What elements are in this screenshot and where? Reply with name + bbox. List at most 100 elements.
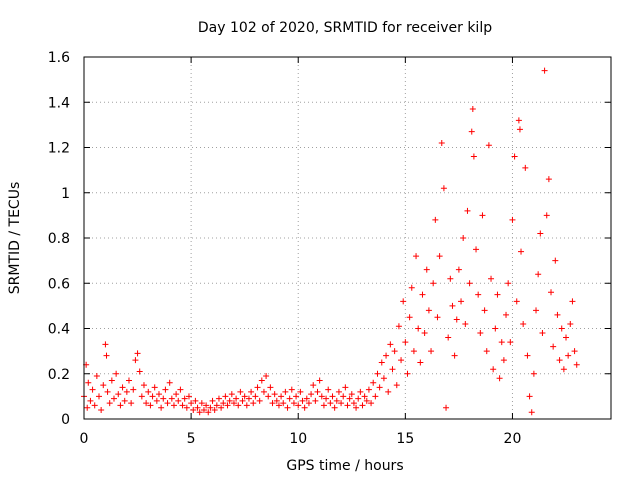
data-point xyxy=(123,388,130,395)
data-point xyxy=(498,339,505,346)
data-point xyxy=(355,395,362,402)
data-point xyxy=(254,384,261,391)
data-point xyxy=(155,391,162,398)
data-point xyxy=(483,348,490,355)
data-point xyxy=(132,357,139,364)
data-point xyxy=(121,397,128,404)
data-point xyxy=(100,382,107,389)
data-point xyxy=(400,298,407,305)
data-point xyxy=(516,126,523,133)
data-point xyxy=(320,402,327,409)
data-point xyxy=(303,395,310,402)
data-point xyxy=(134,350,141,357)
data-point xyxy=(359,402,366,409)
data-point xyxy=(449,302,456,309)
data-point xyxy=(271,391,278,398)
data-point xyxy=(245,395,252,402)
data-point xyxy=(565,352,572,359)
data-point xyxy=(293,393,300,400)
data-point xyxy=(241,393,248,400)
data-point xyxy=(406,314,413,321)
data-point xyxy=(380,375,387,382)
data-point xyxy=(528,409,535,416)
data-point xyxy=(344,402,351,409)
data-point xyxy=(361,393,368,400)
data-point xyxy=(494,291,501,298)
chart-title: Day 102 of 2020, SRMTID for receiver kil… xyxy=(198,20,492,36)
data-point xyxy=(526,393,533,400)
data-point xyxy=(104,388,111,395)
data-point xyxy=(147,402,154,409)
data-point xyxy=(248,388,255,395)
data-point xyxy=(432,216,439,223)
data-point xyxy=(113,370,120,377)
data-point xyxy=(398,357,405,364)
data-point xyxy=(368,400,375,407)
data-point xyxy=(357,388,364,395)
data-point xyxy=(440,185,447,192)
data-point xyxy=(91,402,98,409)
data-point xyxy=(237,388,244,395)
y-tick-label: 1 xyxy=(61,186,70,202)
data-point xyxy=(346,395,353,402)
data-point xyxy=(93,373,100,380)
x-axis-label: GPS time / hours xyxy=(286,458,403,474)
data-point xyxy=(312,397,319,404)
data-point xyxy=(391,348,398,355)
data-point xyxy=(260,388,267,395)
data-point xyxy=(299,397,306,404)
data-point xyxy=(466,280,473,287)
data-point xyxy=(462,320,469,327)
data-point xyxy=(537,230,544,237)
data-point xyxy=(98,406,105,413)
data-point xyxy=(149,393,156,400)
data-point xyxy=(342,384,349,391)
data-point xyxy=(314,388,321,395)
x-tick-label: 15 xyxy=(396,431,414,447)
data-point xyxy=(389,366,396,373)
data-point xyxy=(323,395,330,402)
x-tick-labels: 0 5 10 15 20 xyxy=(80,431,522,447)
data-point xyxy=(103,352,110,359)
data-point xyxy=(363,397,370,404)
data-point xyxy=(168,395,175,402)
data-point xyxy=(571,348,578,355)
data-point xyxy=(413,253,420,260)
data-point xyxy=(470,153,477,160)
data-point xyxy=(539,330,546,337)
data-point xyxy=(428,348,435,355)
data-point xyxy=(455,266,462,273)
data-point xyxy=(194,404,201,411)
x-tick-label: 20 xyxy=(504,431,522,447)
data-point xyxy=(348,391,355,398)
data-point xyxy=(318,393,325,400)
y-axis-label: SRMTID / TECUs xyxy=(7,182,23,295)
data-point xyxy=(125,377,132,384)
data-point xyxy=(218,404,225,411)
data-point xyxy=(473,246,480,253)
data-point xyxy=(387,341,394,348)
data-point xyxy=(423,266,430,273)
data-point xyxy=(447,275,454,282)
data-point xyxy=(179,402,186,409)
data-point xyxy=(301,404,308,411)
data-point xyxy=(177,386,184,393)
data-point xyxy=(170,402,177,409)
data-point xyxy=(190,406,197,413)
data-point xyxy=(505,280,512,287)
x-tick-label: 0 xyxy=(80,431,89,447)
data-point xyxy=(115,391,122,398)
data-point xyxy=(376,384,383,391)
data-point xyxy=(282,388,289,395)
data-point xyxy=(226,397,233,404)
data-point xyxy=(485,142,492,149)
data-point xyxy=(468,128,475,135)
data-point xyxy=(515,117,522,124)
data-point xyxy=(220,400,227,407)
y-tick-label: 0.4 xyxy=(48,322,70,338)
data-point xyxy=(280,400,287,407)
data-point xyxy=(436,253,443,260)
data-point xyxy=(451,352,458,359)
data-point xyxy=(102,341,109,348)
data-point xyxy=(305,400,312,407)
